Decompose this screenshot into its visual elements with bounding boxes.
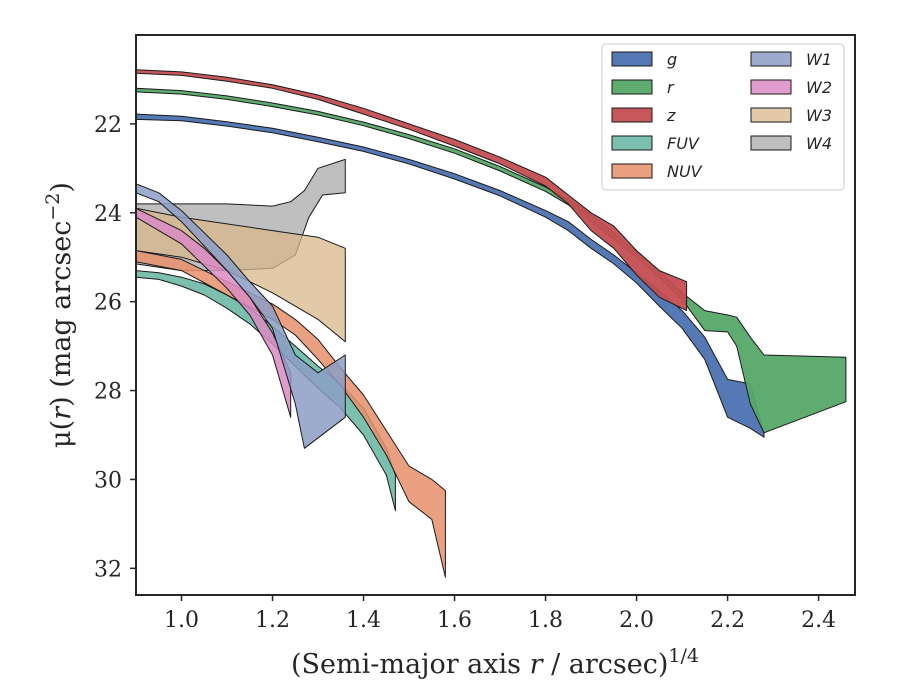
legend-label-nuv: NUV [667,162,703,181]
band-w2 [136,207,292,418]
legend-swatch-w3 [750,107,792,123]
x-tick-label: 1.8 [528,608,563,633]
legend-label-r: r [667,78,675,97]
legend-swatch-g [611,51,653,67]
legend-label-z: z [666,106,676,125]
legend-label-w4: W4 [806,134,832,153]
legend-label-g: g [667,50,677,69]
x-tick-label: 1.6 [437,608,472,633]
legend: grz FUV NUV W1 W2 W3 W4 [601,43,845,191]
y-tick-label: 32 [94,557,122,582]
legend-label-w3: W3 [806,106,832,125]
y-axis-label: μ(r) (mag arcsec−2) [42,182,77,448]
x-axis: 1.0 1.2 1.4 1.6 1.8 2.0 2.2 2.4 [164,595,836,633]
legend-swatch-w4 [750,135,792,151]
legend-label-fuv: FUV [667,134,700,153]
x-tick-label: 2.2 [710,608,745,633]
y-tick-label: 24 [94,202,122,227]
plot-area [135,34,856,596]
band-r [136,87,847,434]
legend-swatch-nuv [611,163,653,179]
legend-swatch-z [611,107,653,123]
y-tick-label: 28 [94,380,122,405]
x-axis-label: (Semi-major axis r / arcsec)1/4 [291,645,699,680]
legend-swatch-fuv [611,135,653,151]
band-w1 [136,183,346,449]
plot-frame [135,34,856,596]
legend-swatch-r [611,79,653,95]
x-tick-label: 1.2 [255,608,290,633]
y-tick-label: 30 [94,468,122,493]
y-tick-label: 26 [94,291,122,316]
x-tick-label: 2.4 [801,608,836,633]
legend-label-w2: W2 [806,78,832,97]
y-tick-label: 22 [94,113,122,138]
band-z [136,69,688,312]
data-bands [136,69,847,578]
x-tick-label: 1.4 [346,608,381,633]
x-tick-label: 1.0 [164,608,199,633]
y-axis: 22 24 26 28 30 32 [94,113,136,582]
legend-swatch-w2 [750,79,792,95]
legend-swatch-w1 [750,51,792,67]
legend-label-w1: W1 [806,50,832,69]
x-tick-label: 2.0 [619,608,654,633]
